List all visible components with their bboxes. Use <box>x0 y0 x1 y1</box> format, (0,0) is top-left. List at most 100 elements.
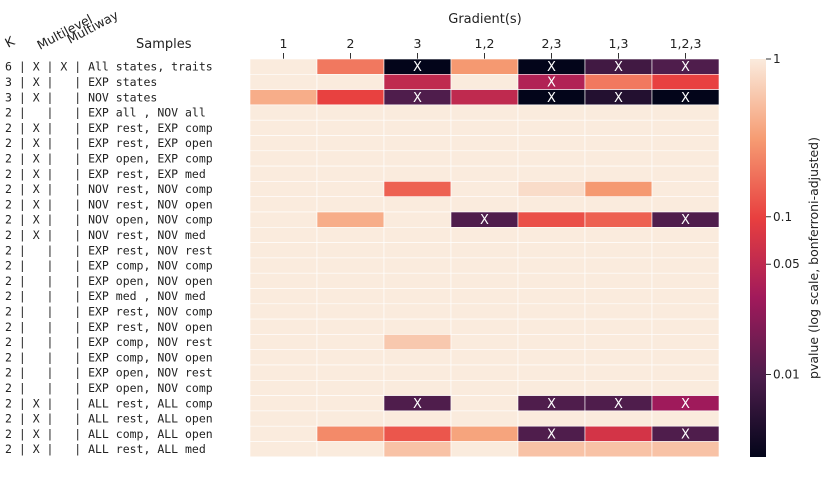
heatmap-cell <box>450 104 519 121</box>
heatmap-cell <box>249 334 318 350</box>
heatmap-cell <box>517 119 586 136</box>
heatmap-cell <box>584 272 653 289</box>
heatmap-cell <box>249 74 318 90</box>
heatmap-cell <box>383 257 452 274</box>
row-label: 2 | X | | ALL comp, ALL open <box>5 427 213 441</box>
row-label: 2 | X | | NOV rest, NOV open <box>5 197 213 211</box>
row-label: 2 | X | | ALL rest, ALL comp <box>5 396 213 410</box>
heatmap-cell <box>651 227 720 243</box>
heatmap-cell <box>651 318 720 335</box>
heatmap-cell <box>584 165 653 182</box>
significance-mark: X <box>413 91 422 106</box>
row-label: 2 | | | EXP rest, NOV open <box>5 320 213 334</box>
heatmap-cell <box>249 150 318 167</box>
heatmap-cell <box>450 227 519 243</box>
heatmap-cell <box>517 104 586 121</box>
heatmap-cell <box>316 135 385 152</box>
heatmap-cell <box>316 288 385 305</box>
heatmap-cell <box>249 303 318 320</box>
heatmap-cell <box>383 441 452 458</box>
heatmap-cell <box>450 318 519 335</box>
heatmap-cell <box>517 349 586 366</box>
heatmap-cell <box>383 272 452 289</box>
heatmap-cell <box>517 242 586 259</box>
heatmap-cell <box>316 425 385 442</box>
column-label: 1 <box>280 36 288 51</box>
heatmap-cell <box>651 379 720 396</box>
heatmap-cell <box>249 181 318 197</box>
heatmap-cell <box>651 364 720 381</box>
heatmap-cell <box>651 334 720 350</box>
heatmap-cell <box>651 303 720 320</box>
significance-mark: X <box>413 60 422 75</box>
heatmap-cell <box>517 410 586 427</box>
heatmap-cell <box>651 441 720 458</box>
heatmap-cell <box>584 441 653 458</box>
chart-title: Gradient(s) <box>448 12 522 27</box>
heatmap-cell <box>316 379 385 396</box>
heatmap-cell <box>450 165 519 182</box>
heatmap-cell <box>249 395 318 412</box>
heatmap-cell <box>450 349 519 366</box>
heatmap-cell <box>249 227 318 243</box>
row-label: 2 | | | EXP comp, NOV rest <box>5 335 213 349</box>
heatmap-cell <box>651 135 720 152</box>
colorbar-tick-label: 0.05 <box>773 257 800 271</box>
significance-mark: X <box>413 397 422 412</box>
heatmap-cell <box>450 395 519 412</box>
heatmap-cell <box>651 196 720 213</box>
heatmap-cell <box>316 318 385 335</box>
heatmap-cell <box>584 119 653 136</box>
heatmap-cell <box>383 242 452 259</box>
row-label: 2 | X | | EXP open, EXP comp <box>5 151 213 165</box>
heatmap-cell <box>450 89 519 106</box>
heatmap-cell <box>584 104 653 121</box>
heatmap-cell <box>517 135 586 152</box>
heatmap-cell <box>316 74 385 90</box>
heatmap-cell <box>584 303 653 320</box>
heatmap-cell <box>584 410 653 427</box>
heatmap-cell <box>651 272 720 289</box>
heatmap-cell <box>383 104 452 121</box>
heatmap-cell <box>450 74 519 90</box>
heatmap-cell <box>249 441 318 458</box>
heatmap-cell <box>517 211 586 228</box>
heatmap-cell <box>249 135 318 152</box>
heatmap-cell <box>450 441 519 458</box>
k-header: K <box>3 34 18 51</box>
heatmap-cell <box>316 165 385 182</box>
heatmap-cell <box>249 242 318 259</box>
heatmap-cell <box>249 165 318 182</box>
heatmap-cell <box>450 425 519 442</box>
row-label: 2 | | | EXP rest, NOV rest <box>5 243 213 257</box>
row-label: 2 | | | EXP comp, NOV open <box>5 350 213 364</box>
significance-mark: X <box>681 427 690 442</box>
heatmap-cell <box>584 334 653 350</box>
row-label: 6 | X | X | All states, traits <box>5 60 213 74</box>
heatmap-cell <box>517 196 586 213</box>
heatmap-cell <box>584 227 653 243</box>
heatmap-cell <box>316 242 385 259</box>
heatmap-cell <box>383 303 452 320</box>
heatmap-cell <box>249 379 318 396</box>
row-label: 2 | X | | NOV rest, NOV med <box>5 228 206 242</box>
heatmap-cell <box>249 58 318 75</box>
heatmap-cell <box>249 425 318 442</box>
heatmap-cell <box>651 349 720 366</box>
heatmap-cell <box>316 257 385 274</box>
heatmap-cell <box>383 165 452 182</box>
significance-mark: X <box>547 427 556 442</box>
heatmap-cell <box>450 181 519 197</box>
row-label: 2 | X | | EXP rest, EXP med <box>5 167 206 181</box>
heatmap-cell <box>517 288 586 305</box>
row-label: 2 | X | | EXP rest, EXP comp <box>5 121 213 135</box>
heatmap-cell <box>249 104 318 121</box>
heatmap-cell <box>517 303 586 320</box>
heatmap-cell <box>651 119 720 136</box>
heatmap-cell <box>517 227 586 243</box>
heatmap-cell <box>383 74 452 90</box>
heatmap-cell <box>450 196 519 213</box>
significance-mark: X <box>614 397 623 412</box>
heatmap-cell <box>651 165 720 182</box>
heatmap-cell <box>383 135 452 152</box>
